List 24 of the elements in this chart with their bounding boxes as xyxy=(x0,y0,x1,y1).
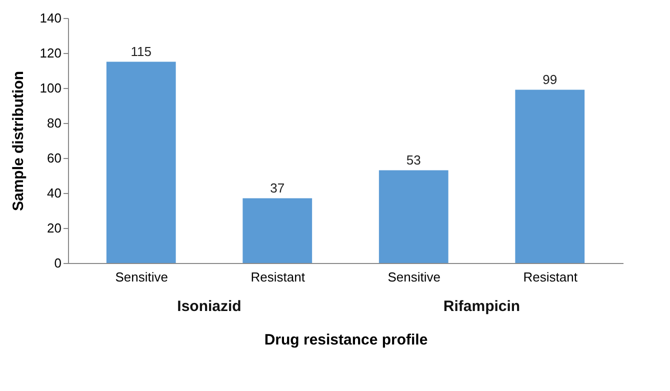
data-label: 53 xyxy=(406,152,421,168)
y-tick-label: 80 xyxy=(47,116,62,130)
y-tick-label: 20 xyxy=(47,220,62,236)
data-label: 115 xyxy=(130,44,152,59)
bar xyxy=(378,170,448,263)
y-tick-label: 40 xyxy=(47,186,62,200)
text: Isoniazid xyxy=(177,298,242,315)
y-tick-label: 120 xyxy=(40,46,62,60)
x-tick-label: Resistant xyxy=(523,270,578,284)
y-tick-label: 0 xyxy=(54,256,62,270)
bar xyxy=(515,90,585,263)
y-tick-label: 60 xyxy=(47,150,62,166)
x-axis-title: Drug resistance profile xyxy=(264,332,428,348)
bar xyxy=(106,62,176,263)
x-tick-label: Resistant xyxy=(250,270,306,284)
y-axis-title: Sample distribution xyxy=(10,70,27,212)
text: Rifampicin xyxy=(443,298,520,315)
data-label: 37 xyxy=(270,180,285,196)
x-tick-label: Sensitive xyxy=(115,270,168,284)
y-tick-label: 100 xyxy=(40,80,62,96)
x-tick-label: Sensitive xyxy=(388,270,440,284)
y-tick-label: 140 xyxy=(40,10,62,26)
bar xyxy=(242,198,312,263)
data-label: 99 xyxy=(542,72,558,87)
